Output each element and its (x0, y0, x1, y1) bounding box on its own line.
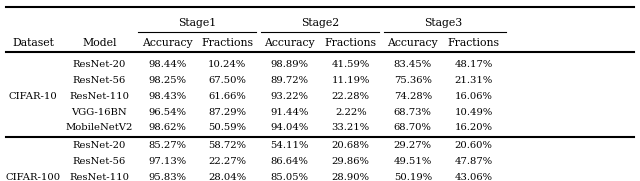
Text: 10.49%: 10.49% (454, 108, 493, 117)
Text: 10.24%: 10.24% (208, 60, 246, 69)
Text: 89.72%: 89.72% (270, 76, 308, 85)
Text: 47.87%: 47.87% (454, 157, 493, 166)
Text: 98.62%: 98.62% (148, 123, 187, 132)
Text: Stage3: Stage3 (424, 18, 463, 28)
Text: VGG-16BN: VGG-16BN (72, 108, 127, 117)
Text: Fractions: Fractions (447, 38, 500, 49)
Text: 86.64%: 86.64% (270, 157, 308, 166)
Text: 83.45%: 83.45% (394, 60, 432, 69)
Text: 20.68%: 20.68% (332, 141, 370, 150)
Text: CIFAR-10: CIFAR-10 (9, 92, 58, 101)
Text: Accuracy: Accuracy (142, 38, 193, 49)
Text: Stage1: Stage1 (178, 18, 216, 28)
Text: 87.29%: 87.29% (208, 108, 246, 117)
Text: 22.27%: 22.27% (208, 157, 246, 166)
Text: CIFAR-100: CIFAR-100 (6, 173, 61, 181)
Text: 21.31%: 21.31% (454, 76, 493, 85)
Text: Dataset: Dataset (12, 38, 54, 49)
Text: 91.44%: 91.44% (270, 108, 308, 117)
Text: 67.50%: 67.50% (208, 76, 246, 85)
Text: 75.36%: 75.36% (394, 76, 432, 85)
Text: ResNet-20: ResNet-20 (72, 60, 126, 69)
Text: ResNet-56: ResNet-56 (72, 157, 126, 166)
Text: 33.21%: 33.21% (332, 123, 370, 132)
Text: ResNet-20: ResNet-20 (72, 141, 126, 150)
Text: 54.11%: 54.11% (270, 141, 308, 150)
Text: 68.70%: 68.70% (394, 123, 432, 132)
Text: 49.51%: 49.51% (394, 157, 432, 166)
Text: 2.22%: 2.22% (335, 108, 367, 117)
Text: ResNet-110: ResNet-110 (69, 173, 129, 181)
Text: Accuracy: Accuracy (264, 38, 315, 49)
Text: 85.05%: 85.05% (270, 173, 308, 181)
Text: 61.66%: 61.66% (209, 92, 246, 101)
Text: 22.28%: 22.28% (332, 92, 370, 101)
Text: 98.89%: 98.89% (270, 60, 308, 69)
Text: 16.06%: 16.06% (454, 92, 493, 101)
Text: Fractions: Fractions (324, 38, 377, 49)
Text: 16.20%: 16.20% (454, 123, 493, 132)
Text: ResNet-56: ResNet-56 (72, 76, 126, 85)
Text: 29.86%: 29.86% (332, 157, 370, 166)
Text: 41.59%: 41.59% (332, 60, 370, 69)
Text: 20.60%: 20.60% (454, 141, 493, 150)
Text: 48.17%: 48.17% (454, 60, 493, 69)
Text: Model: Model (82, 38, 116, 49)
Text: 98.43%: 98.43% (148, 92, 187, 101)
Text: 50.59%: 50.59% (208, 123, 246, 132)
Text: 98.44%: 98.44% (148, 60, 187, 69)
Text: 97.13%: 97.13% (148, 157, 187, 166)
Text: 43.06%: 43.06% (454, 173, 493, 181)
Text: 68.73%: 68.73% (394, 108, 432, 117)
Text: Accuracy: Accuracy (387, 38, 438, 49)
Text: Stage2: Stage2 (301, 18, 339, 28)
Text: 11.19%: 11.19% (332, 76, 370, 85)
Text: 74.28%: 74.28% (394, 92, 432, 101)
Text: Fractions: Fractions (201, 38, 253, 49)
Text: 98.25%: 98.25% (148, 76, 187, 85)
Text: 94.04%: 94.04% (270, 123, 308, 132)
Text: 58.72%: 58.72% (208, 141, 246, 150)
Text: MobileNetV2: MobileNetV2 (65, 123, 133, 132)
Text: ResNet-110: ResNet-110 (69, 92, 129, 101)
Text: 28.90%: 28.90% (332, 173, 370, 181)
Text: 28.04%: 28.04% (208, 173, 246, 181)
Text: 29.27%: 29.27% (394, 141, 432, 150)
Text: 96.54%: 96.54% (148, 108, 187, 117)
Text: 93.22%: 93.22% (270, 92, 308, 101)
Text: 85.27%: 85.27% (148, 141, 187, 150)
Text: 50.19%: 50.19% (394, 173, 432, 181)
Text: 95.83%: 95.83% (148, 173, 187, 181)
